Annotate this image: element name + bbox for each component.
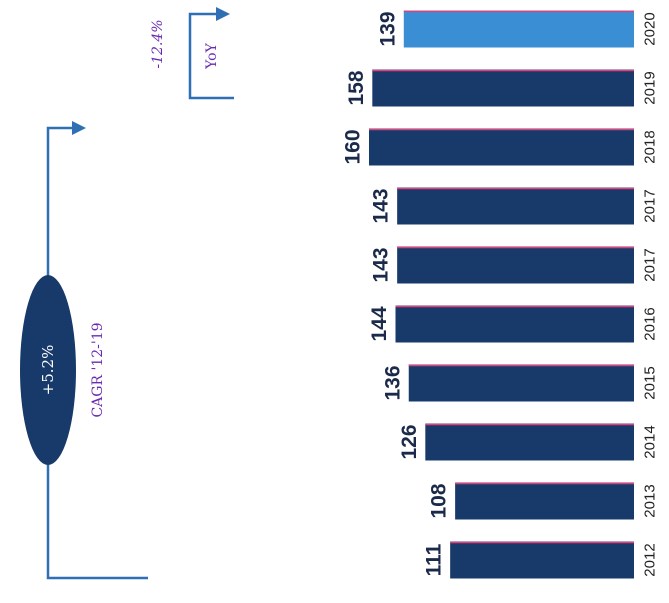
category-label: 2012 bbox=[642, 543, 659, 576]
yoy-bracket-line bbox=[188, 12, 234, 100]
bar-2018-7 bbox=[369, 128, 634, 166]
bar-2016-4 bbox=[395, 305, 634, 343]
cagr-label-text: CAGR '12-'19 bbox=[90, 322, 106, 417]
bar-group bbox=[369, 10, 634, 579]
yoy-label-text: YoY bbox=[204, 42, 220, 69]
yoy-arrowhead-icon bbox=[216, 7, 230, 21]
value-label: 108 bbox=[428, 483, 451, 518]
yoy-value-text: -12.4% bbox=[150, 19, 166, 68]
value-label: 160 bbox=[342, 129, 365, 164]
category-label: 2018 bbox=[642, 130, 659, 163]
cagr-annotation: +5.2% CAGR '12-'19 bbox=[20, 121, 148, 580]
bar-2020-9 bbox=[403, 10, 634, 48]
category-label: 2013 bbox=[642, 484, 659, 517]
yoy-annotation: YoY -12.4% bbox=[150, 7, 234, 100]
bar-2019-8 bbox=[372, 69, 634, 107]
bar-2014-2 bbox=[425, 423, 634, 461]
cagr-ellipse bbox=[20, 275, 76, 465]
value-label: 143 bbox=[370, 247, 393, 282]
cagr-value-text: +5.2% bbox=[39, 345, 57, 396]
category-label: 2019 bbox=[642, 71, 659, 104]
bar-2015-3 bbox=[408, 364, 634, 402]
bar-2017-6 bbox=[397, 187, 634, 225]
category-label: 2016 bbox=[642, 307, 659, 340]
value-label: 111 bbox=[423, 543, 446, 576]
category-label: 2015 bbox=[642, 366, 659, 399]
bar-2017-5 bbox=[397, 246, 634, 284]
value-label: 144 bbox=[368, 306, 391, 341]
value-label: 139 bbox=[376, 11, 399, 46]
category-label: 2020 bbox=[642, 12, 659, 45]
category-label: 2017 bbox=[642, 248, 659, 281]
value-labels: 111 108 126 136 144 143 143 160 158 139 bbox=[342, 11, 451, 576]
value-label: 126 bbox=[398, 424, 421, 459]
value-label: 136 bbox=[381, 365, 404, 400]
category-labels: 2012 2013 2014 2015 2016 2017 2017 2018 2019 2020 bbox=[642, 12, 659, 576]
cagr-arrowhead-icon bbox=[72, 121, 86, 135]
value-label: 158 bbox=[345, 70, 368, 105]
category-label: 2014 bbox=[642, 425, 659, 458]
bar-2012-0 bbox=[450, 541, 634, 579]
value-label: 143 bbox=[370, 188, 393, 223]
bar-2013-1 bbox=[455, 482, 634, 520]
category-label: 2017 bbox=[642, 189, 659, 222]
